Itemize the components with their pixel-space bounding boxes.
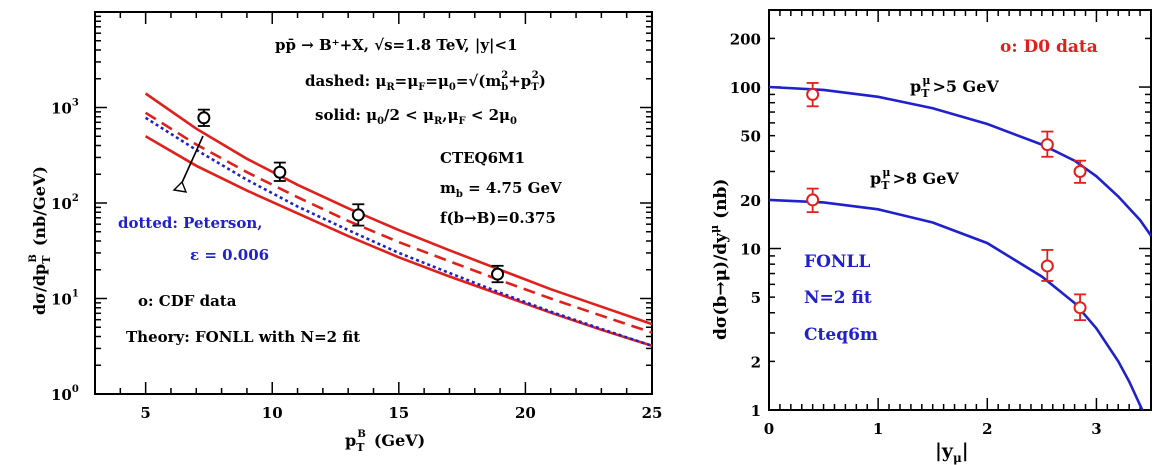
y-tick-label: 100 bbox=[51, 384, 79, 404]
left-chart: 5 10 15 20 25 100 101 102 103 pTB (GeV) dσ/dpTB(n… bbox=[28, 11, 662, 454]
right-theory-line3: Cteq6m bbox=[804, 325, 878, 345]
left-peterson-arrow-head bbox=[172, 180, 188, 193]
left-theory-legend: Theory: FONLL with N=2 fit bbox=[126, 328, 360, 346]
right-plot-frame bbox=[768, 9, 1152, 411]
data-point-3 bbox=[351, 203, 365, 227]
y-tick-label: 1 bbox=[751, 402, 761, 420]
data-point-5 bbox=[1040, 249, 1054, 282]
right-theory-line1: FONLL bbox=[804, 252, 870, 272]
left-process-label: pp̄ → B⁺+X, √s=1.8 TeV, |y|<1 bbox=[275, 36, 518, 54]
right-data-points bbox=[806, 82, 1087, 322]
left-pdf-label: CTEQ6M1 bbox=[440, 149, 525, 167]
y-tick-label: 101 bbox=[51, 289, 79, 309]
left-peterson-label-line1: dotted: Peterson, bbox=[118, 214, 263, 232]
right-curve2-label: pTμ >8 GeV bbox=[870, 166, 959, 192]
left-peterson-arrow bbox=[179, 135, 204, 188]
y-tick-label: 50 bbox=[740, 128, 761, 146]
left-solid-scale-label: solid: μ0/2 < μR,μF < 2μ0 bbox=[315, 106, 517, 127]
x-tick-label: 5 bbox=[140, 404, 150, 422]
x-tick-label: 3 bbox=[1091, 420, 1101, 438]
y-tick-label: 2 bbox=[751, 353, 761, 371]
right-theory-line2: N=2 fit bbox=[804, 288, 872, 308]
series-line-1 bbox=[769, 85, 1151, 237]
right-x-axis-title: |yμ| bbox=[935, 440, 969, 465]
data-point-2 bbox=[806, 187, 820, 214]
series-line-1 bbox=[144, 92, 652, 326]
x-tick-label: 20 bbox=[515, 404, 536, 422]
y-tick-label: 10 bbox=[740, 241, 761, 259]
x-tick-label: 25 bbox=[642, 404, 663, 422]
data-point-4 bbox=[1073, 159, 1087, 184]
data-point-4 bbox=[491, 264, 505, 284]
x-tick-label: 2 bbox=[982, 420, 992, 438]
series-line-3 bbox=[144, 111, 652, 334]
x-tick-label: 0 bbox=[764, 420, 774, 438]
data-point-1 bbox=[197, 108, 211, 127]
left-axis-ticks bbox=[94, 12, 653, 395]
left-mass-label: mb = 4.75 GeV bbox=[440, 179, 562, 200]
y-tick-label: 20 bbox=[740, 192, 761, 210]
left-data-legend: ο: CDF data bbox=[138, 292, 237, 310]
left-y-axis-title: dσ/dpTB(nb/GeV) bbox=[28, 166, 53, 315]
data-point-2 bbox=[273, 161, 287, 182]
right-theory-curves bbox=[769, 85, 1151, 410]
left-fragmentation-label: f(b→B)=0.375 bbox=[440, 209, 556, 227]
right-curve1-label: pTμ >5 GeV bbox=[910, 74, 999, 100]
right-data-legend: ο: D0 data bbox=[1000, 37, 1098, 57]
data-point-3 bbox=[1040, 130, 1054, 158]
right-axis-ticks bbox=[768, 9, 1152, 411]
data-point-1 bbox=[806, 82, 820, 108]
x-tick-label: 1 bbox=[873, 420, 883, 438]
left-x-axis-title: pTB (GeV) bbox=[345, 429, 425, 454]
left-tick-labels: 5 10 15 20 25 100 101 102 103 bbox=[51, 98, 662, 423]
x-tick-label: 10 bbox=[262, 404, 283, 422]
x-tick-label: 15 bbox=[388, 404, 409, 422]
left-data-points bbox=[197, 108, 505, 284]
data-point-6 bbox=[1073, 293, 1087, 322]
y-tick-label: 200 bbox=[730, 30, 761, 48]
series-line-4 bbox=[144, 116, 652, 348]
left-peterson-label-line2: ε = 0.006 bbox=[190, 246, 269, 264]
left-dashed-scale-label: dashed: μR=μF=μ0=√(mb2+pT2) bbox=[305, 70, 546, 93]
right-y-axis-title: dσ(b→μ)/dyμ(nb) bbox=[708, 179, 731, 340]
series-line-2 bbox=[144, 135, 652, 348]
y-tick-label: 100 bbox=[730, 79, 761, 97]
left-theory-curves bbox=[144, 92, 652, 348]
y-tick-label: 103 bbox=[51, 98, 79, 118]
y-tick-label: 102 bbox=[51, 193, 79, 213]
series-line-2 bbox=[769, 198, 1144, 410]
y-tick-label: 5 bbox=[751, 289, 761, 307]
